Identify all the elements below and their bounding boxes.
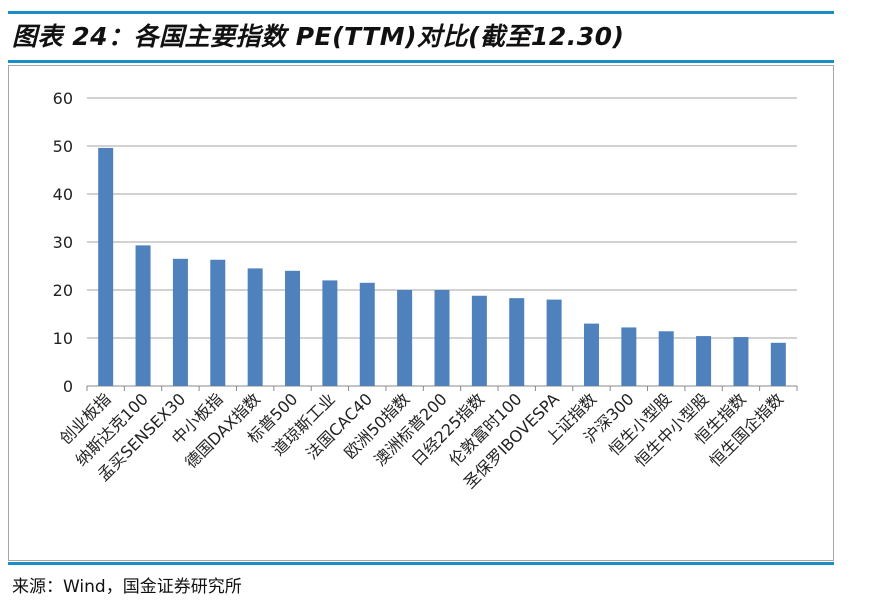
y-tick-label: 20: [53, 281, 73, 300]
y-tick-label: 40: [53, 185, 73, 204]
bar: [546, 299, 562, 386]
y-tick-label: 10: [53, 329, 73, 348]
bar: [359, 282, 375, 386]
bar-chart: 0102030405060创业板指纳斯达克100孟买SENSEX30中小板指德国…: [53, 89, 798, 492]
chart-frame: 0 10 20 30 40 50 60 创业板指 纳斯达克100 孟买SENSEX30 中小板指 德国…: [8, 65, 834, 561]
bottom-rule: [8, 562, 834, 565]
bar: [98, 147, 114, 386]
bar: [172, 258, 188, 386]
bar: [733, 337, 749, 386]
title-rule: [8, 60, 834, 63]
bar: [434, 290, 450, 386]
bar: [471, 295, 487, 386]
y-tick-label: 0: [63, 377, 73, 396]
bar: [135, 245, 151, 386]
bar: [658, 331, 674, 386]
bar: [285, 270, 301, 386]
figure-title: 图表 24：各国主要指数 PE(TTM)对比(截至12.30): [12, 22, 625, 51]
bar: [696, 336, 712, 386]
y-tick-label: 60: [53, 89, 73, 108]
y-tick-label: 50: [53, 137, 73, 156]
bar: [247, 268, 263, 386]
bar: [210, 259, 226, 386]
bar: [770, 342, 786, 386]
source-note: 来源：Wind，国金证券研究所: [12, 577, 242, 597]
bar: [621, 327, 637, 386]
bar: [322, 280, 338, 386]
top-rule: [8, 11, 834, 14]
y-tick-label: 30: [53, 233, 73, 252]
bar: [509, 298, 525, 386]
bar: [397, 290, 413, 386]
bar: [583, 323, 599, 386]
